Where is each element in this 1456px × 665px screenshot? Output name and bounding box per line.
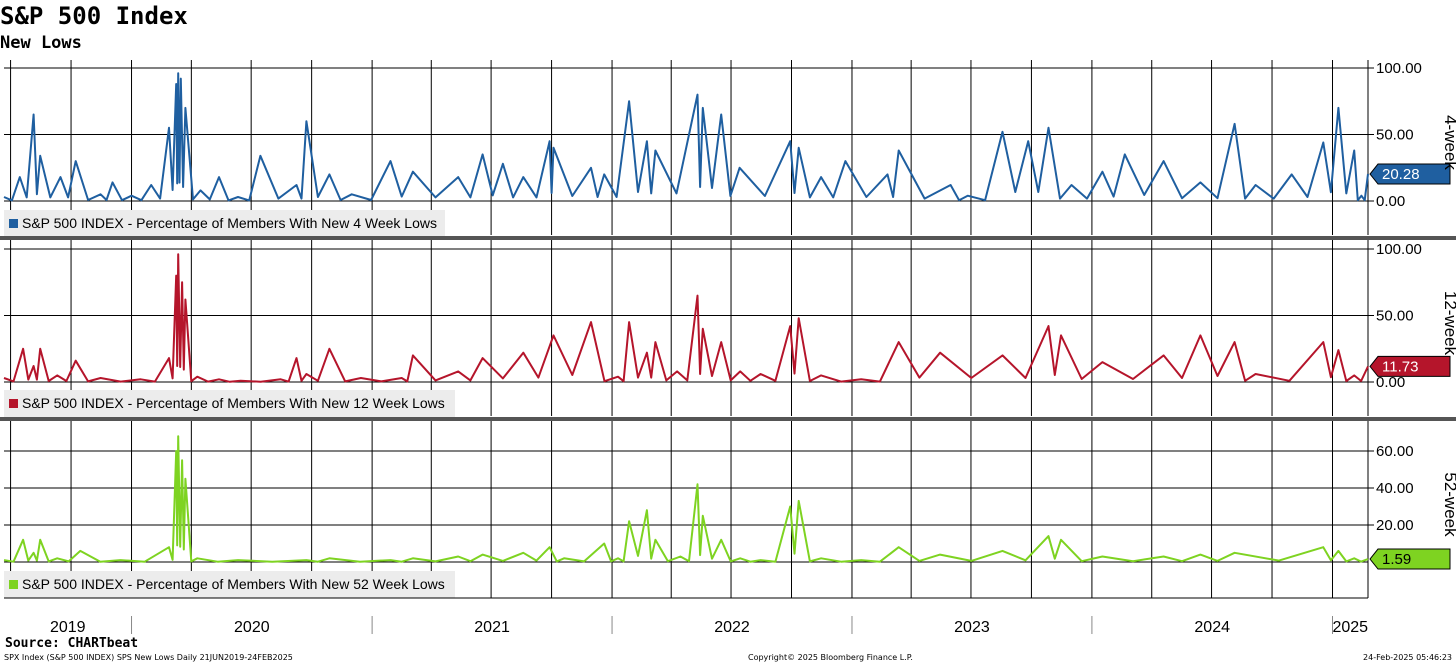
y-tick-label: 50.00: [1376, 127, 1414, 144]
x-tick-label: 2023: [954, 619, 990, 636]
legend-label: S&P 500 INDEX - Percentage of Members Wi…: [22, 395, 445, 411]
x-tick-label: 2025: [1332, 619, 1368, 636]
legend-label: S&P 500 INDEX - Percentage of Members Wi…: [22, 576, 445, 592]
last-value-tag: [1369, 548, 1451, 570]
y-tick-label: 60.00: [1376, 443, 1414, 460]
legend-box: [4, 210, 445, 237]
legend-box: [4, 390, 455, 417]
chart-subtitle: New Lows: [0, 33, 82, 53]
series-line: [3, 435, 1369, 563]
y-tick-label: 0.00: [1376, 193, 1405, 210]
panel-label: 12-week: [1441, 291, 1456, 356]
series-line: [3, 253, 1369, 383]
y-tick-label: 0.00: [1376, 374, 1405, 391]
footer-ticker-note: SPX Index (S&P 500 INDEX) SPS New Lows D…: [4, 653, 293, 662]
last-value-tag: [1369, 355, 1451, 377]
panel-label: 4-week: [1441, 115, 1456, 170]
x-tick-label: 2022: [714, 619, 750, 636]
legend-swatch: [9, 399, 18, 408]
legend-swatch: [9, 580, 18, 589]
last-value-label: 1.59: [1382, 551, 1411, 568]
footer-copyright: Copyright© 2025 Bloomberg Finance L.P.: [748, 653, 913, 662]
y-tick-label: 40.00: [1376, 480, 1414, 497]
last-value-label: 11.73: [1382, 358, 1418, 375]
last-value-label: 20.28: [1382, 166, 1420, 183]
x-tick-label: 2021: [474, 619, 510, 636]
x-tick-label: 2020: [234, 619, 270, 636]
panel-label: 52-week: [1441, 472, 1456, 537]
x-tick-label: 2019: [50, 619, 86, 636]
last-value-tag: [1369, 163, 1451, 185]
y-tick-label: 20.00: [1376, 517, 1414, 534]
x-tick-label: 2024: [1194, 619, 1230, 636]
source-note: Source: CHARTbeat: [5, 636, 139, 651]
y-tick-label: 100.00: [1376, 241, 1422, 258]
y-tick-label: 100.00: [1376, 60, 1422, 77]
legend-swatch: [9, 219, 18, 228]
panel-divider: [0, 236, 1456, 240]
legend-box: [4, 571, 455, 598]
footer-timestamp: 24-Feb-2025 05:46:23: [1363, 653, 1452, 662]
chart-title: S&P 500 Index: [0, 2, 188, 30]
legend-label: S&P 500 INDEX - Percentage of Members Wi…: [22, 215, 437, 231]
y-tick-label: 50.00: [1376, 308, 1414, 325]
panel-divider: [0, 417, 1456, 421]
series-line: [3, 72, 1369, 202]
